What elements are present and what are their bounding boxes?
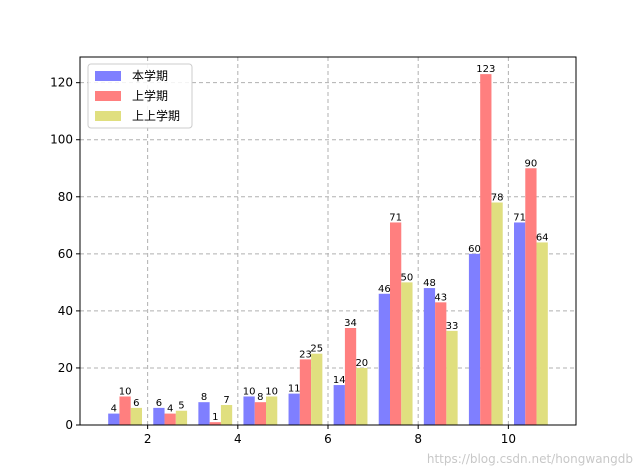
bar-value-label: 71 (389, 212, 402, 223)
bar-series-1 (468, 253, 481, 425)
bar-series-2 (164, 413, 176, 425)
bar-series-1 (423, 288, 436, 425)
y-tick-label: 100 (50, 133, 73, 147)
bars (108, 74, 548, 426)
bar-value-label: 60 (468, 244, 481, 255)
bar-value-label: 6 (156, 398, 162, 409)
watermark-text: https://blog.csdn.net/hongwangdb (427, 452, 633, 466)
bar-value-label: 48 (423, 278, 436, 289)
bar-series-3 (536, 242, 548, 425)
bar-value-label: 71 (513, 212, 526, 223)
bar-series-3 (311, 353, 323, 425)
bar-value-label: 43 (434, 292, 447, 303)
bar-value-label: 20 (355, 358, 368, 369)
legend-label: 上学期 (132, 88, 168, 103)
bar-value-label: 25 (310, 344, 323, 355)
bar-series-3 (356, 367, 368, 425)
bar-series-3 (401, 282, 413, 425)
bar-value-label: 23 (299, 349, 312, 360)
bar-series-3 (130, 407, 142, 425)
bar-series-1 (378, 293, 390, 425)
bar-series-2 (525, 168, 537, 426)
bar-value-label: 1 (212, 412, 218, 423)
bar-value-label: 4 (111, 404, 117, 415)
bar-series-2 (119, 396, 131, 425)
bar-value-label: 10 (243, 386, 256, 397)
bar-value-label: 50 (401, 272, 414, 283)
y-tick-label: 80 (58, 190, 73, 204)
bar-series-1 (243, 396, 255, 425)
x-tick-label: 6 (324, 432, 332, 446)
bar-value-label: 46 (378, 284, 391, 295)
bar-value-label: 10 (119, 386, 132, 397)
bar-value-label: 90 (525, 158, 538, 169)
bar-value-label: 10 (265, 386, 278, 397)
bar-value-label: 123 (476, 64, 495, 75)
bar-series-1 (333, 385, 345, 425)
x-tick-label: 10 (501, 432, 516, 446)
bar-value-label: 64 (536, 232, 549, 243)
bar-series-3 (220, 405, 233, 425)
bar-series-2 (390, 222, 402, 425)
legend-swatch (95, 71, 121, 81)
legend-label: 上上学期 (132, 108, 180, 123)
bar-value-label: 14 (333, 375, 346, 386)
bar-series-2 (435, 302, 447, 425)
bar-series-2 (254, 402, 266, 425)
bar-value-label: 5 (178, 401, 184, 412)
legend-swatch (95, 91, 121, 101)
bar-series-3 (491, 202, 503, 425)
x-tick-label: 4 (234, 432, 242, 446)
bar-series-2 (344, 328, 357, 425)
bar-series-3 (175, 410, 188, 425)
y-tick-label: 60 (58, 247, 73, 261)
y-tick-label: 40 (58, 304, 73, 318)
bar-series-1 (198, 402, 210, 425)
y-tick-label: 0 (65, 418, 73, 432)
bar-series-2 (299, 359, 312, 425)
bar-series-1 (288, 393, 300, 425)
x-tick-label: 2 (144, 432, 152, 446)
bar-value-label: 34 (344, 318, 357, 329)
bar-value-label: 6 (133, 398, 139, 409)
bar-series-2 (209, 422, 221, 425)
bar-value-label: 4 (167, 404, 173, 415)
y-tick-label: 120 (50, 76, 73, 90)
bar-value-label: 7 (223, 395, 229, 406)
bar-series-1 (514, 222, 526, 425)
bar-value-label: 8 (257, 392, 263, 403)
bar-series-3 (266, 396, 278, 425)
legend-swatch (95, 111, 121, 121)
bar-series-1 (153, 407, 165, 425)
bar-series-1 (108, 413, 120, 425)
bar-value-label: 8 (201, 392, 207, 403)
y-tick-label: 20 (58, 361, 73, 375)
bar-series-3 (446, 330, 458, 425)
bar-value-label: 33 (446, 321, 459, 332)
bar-value-label: 11 (288, 384, 301, 395)
bar-value-label: 78 (491, 192, 504, 203)
legend-label: 本学期 (132, 68, 168, 83)
x-tick-label: 8 (414, 432, 422, 446)
bar-series-2 (480, 74, 492, 426)
